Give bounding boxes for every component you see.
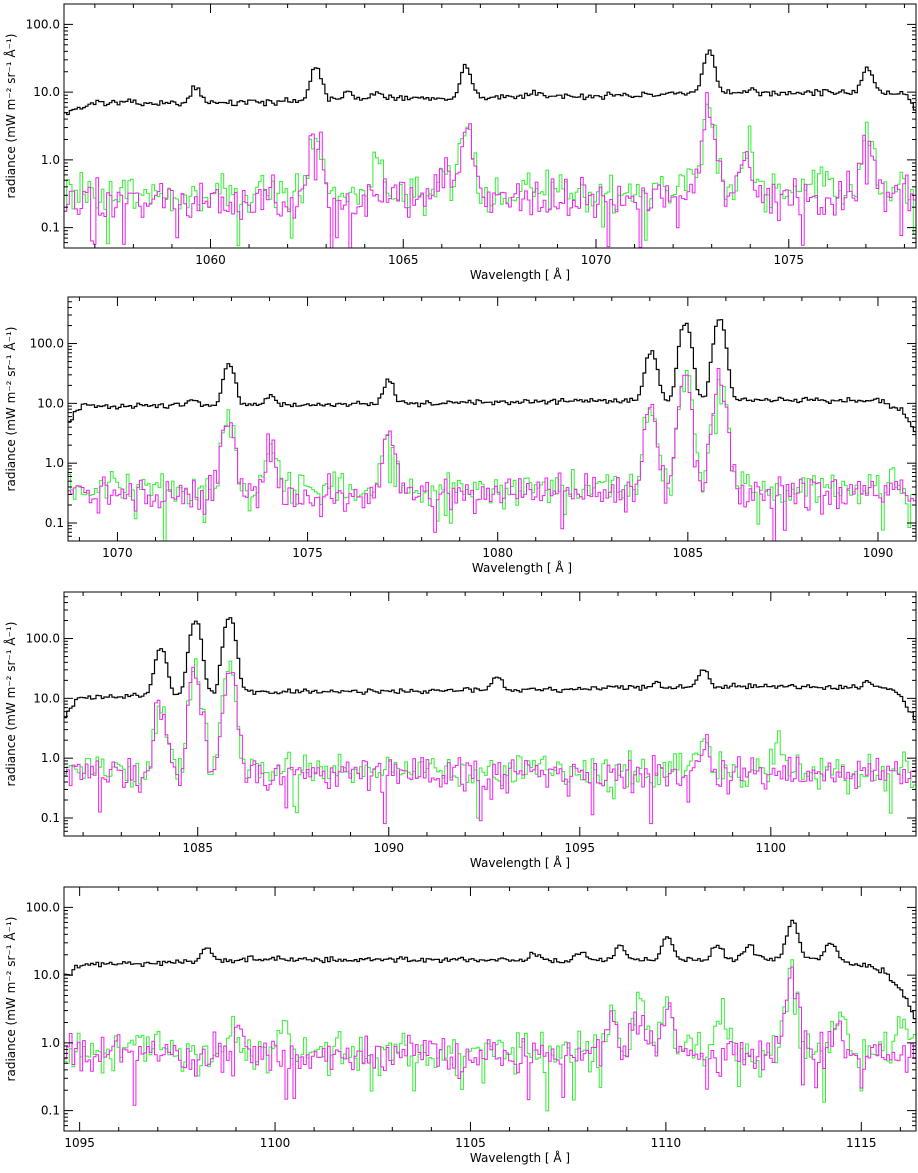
series-line-3 [64,966,916,1106]
y-axis-label: radiance (mW m⁻² sr⁻¹ Å⁻¹) [3,622,18,787]
x-tick-label: 1085 [182,841,213,855]
chart-panel-1: 1060 1065 1070 1075 0.1 1.0 10.0 100.0 Wavelengt… [3,3,917,282]
y-axis-label: radiance (mW m⁻² sr⁻¹ Å⁻¹) [3,327,18,492]
series-line-1 [64,49,916,116]
series-line-2 [64,103,916,247]
plot-frame [63,3,917,249]
series-line-2 [68,370,916,541]
plot-area [68,319,916,541]
y-axis-label: radiance (mW m⁻² sr⁻¹ Å⁻¹) [3,34,18,199]
y-axis-label: radiance (mW m⁻² sr⁻¹ Å⁻¹) [3,917,18,1082]
x-tick-label: 1090 [373,841,404,855]
series-line-1 [64,919,916,1024]
x-tick-label: 1075 [292,546,323,560]
series-line-1 [68,319,916,439]
x-tick-label: 1105 [455,1136,486,1150]
y-tick-label: 0.1 [41,1104,60,1118]
plot-area [64,617,916,825]
x-tick-label: 1095 [64,1136,95,1150]
y-tick-label: 10.0 [33,691,60,705]
series-line-2 [64,959,916,1112]
y-tick-label: 1.0 [41,751,60,765]
x-tick-label: 1100 [756,841,787,855]
x-axis-label: Wavelength [ Å ] [470,1150,570,1165]
plot-frame [63,886,917,1132]
y-tick-label: 0.1 [45,516,64,530]
x-axis-label: Wavelength [ Å ] [470,855,570,870]
y-tick-label: 1.0 [45,456,64,470]
chart-panel-3: 1085 1090 1095 1100 0.1 1.0 10.0 100.0 Wavelengt… [3,591,917,870]
x-tick-label: 1085 [673,546,704,560]
x-tick-label: 1070 [102,546,133,560]
series-line-3 [64,92,916,248]
x-tick-label: 1075 [774,253,805,267]
chart-panel-2: 1070 1075 1080 1085 1090 0.1 1.0 10.0 100.0 Wavel… [3,296,917,575]
y-tick-label: 10.0 [33,85,60,99]
x-tick-label: 1080 [482,546,513,560]
x-axis-label: Wavelength [ Å ] [472,560,572,575]
plot-area [64,919,916,1112]
x-tick-label: 1115 [846,1136,877,1150]
x-tick-label: 1095 [565,841,596,855]
y-tick-label: 10.0 [37,396,64,410]
x-tick-label: 1060 [195,253,226,267]
x-axis-label: Wavelength [ Å ] [470,267,570,282]
y-tick-label: 0.1 [41,221,60,235]
y-tick-label: 1.0 [41,153,60,167]
x-tick-label: 1065 [388,253,419,267]
x-tick-label: 1070 [581,253,612,267]
y-tick-label: 100.0 [30,337,64,351]
series-line-3 [64,666,916,825]
x-tick-label: 1100 [260,1136,291,1150]
y-tick-label: 10.0 [33,968,60,982]
y-tick-label: 0.1 [41,811,60,825]
plot-frame [63,591,917,837]
x-tick-label: 1090 [863,546,894,560]
y-tick-label: 100.0 [26,632,60,646]
plot-area [64,49,916,248]
x-tick-label: 1110 [651,1136,682,1150]
series-line-1 [64,617,916,721]
series-line-3 [68,368,916,541]
plot-frame [67,296,917,542]
y-tick-label: 100.0 [26,17,60,31]
y-tick-label: 1.0 [41,1036,60,1050]
y-tick-label: 100.0 [26,900,60,914]
chart-panel-4: 1095 1100 1105 1110 1115 0.1 1.0 10.0 100.0 Wavel… [3,886,917,1165]
